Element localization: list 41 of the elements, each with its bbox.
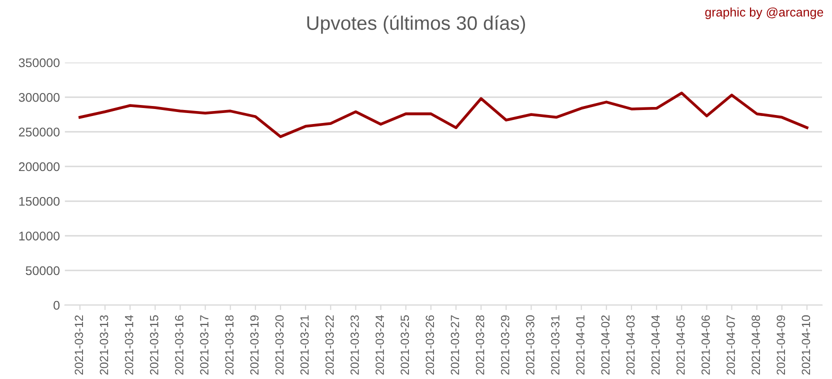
y-tick-label: 200000 — [18, 162, 60, 172]
chart-title: Upvotes (últimos 30 días) — [307, 15, 526, 34]
x-tick-label: 2021-03-12 — [74, 315, 84, 375]
x-tick-label: 2021-03-17 — [200, 315, 208, 375]
x-tick-label: 2021-03-31 — [551, 315, 560, 375]
y-tick-label: 300000 — [18, 92, 60, 102]
x-tick-label: 2021-04-04 — [651, 315, 660, 375]
y-tick-label: 100000 — [19, 232, 60, 240]
x-tick-label: 2021-04-02 — [601, 315, 610, 375]
x-tick-label: 2021-03-28 — [476, 315, 484, 375]
x-tick-label: 2021-03-23 — [350, 315, 359, 375]
x-tick-label: 2021-04-08 — [752, 315, 760, 375]
x-tick-label: 2021-04-03 — [626, 315, 635, 375]
line-series — [78, 92, 808, 138]
text: graphic by @arcange — [705, 7, 824, 20]
x-tick-label: 2021-03-24 — [376, 315, 384, 375]
x-tick-label: 2021-03-26 — [426, 315, 434, 375]
x-tick-label: 2021-04-09 — [776, 315, 786, 375]
x-tick-label: 2021-03-27 — [450, 315, 460, 375]
y-tick-label: 150000 — [19, 196, 60, 206]
x-tick-label: 2021-04-10 — [802, 315, 810, 375]
x-tick-label: 2021-03-25 — [400, 315, 410, 375]
y-tick-label: 50000 — [26, 266, 60, 276]
y-tick-label: 0 — [54, 300, 60, 310]
x-tick-label: 2021-03-19 — [250, 315, 259, 375]
x-tick-label: 2021-03-21 — [300, 315, 309, 375]
x-tick-label: 2021-03-13 — [100, 315, 108, 375]
y-tick-label: 350000 — [18, 58, 60, 68]
y-tick-label: 250000 — [18, 128, 60, 136]
x-tick-label: 2021-03-30 — [526, 315, 534, 375]
x-tick-label: 2021-03-14 — [124, 315, 134, 375]
x-tick-label: 2021-03-20 — [275, 315, 284, 375]
x-tick-label: 2021-03-18 — [225, 315, 234, 375]
x-tick-label: 2021-03-22 — [325, 315, 334, 375]
x-tick-label: 2021-04-01 — [576, 315, 585, 375]
x-tick-label: 2021-03-16 — [175, 315, 184, 375]
x-tick-label: 2021-04-06 — [702, 315, 710, 375]
x-tick-label: 2021-03-29 — [500, 315, 510, 375]
x-tick-label: 2021-04-05 — [676, 315, 685, 375]
x-tick-label: 2021-04-07 — [726, 315, 735, 375]
x-tick-label: 2021-03-15 — [150, 315, 158, 375]
